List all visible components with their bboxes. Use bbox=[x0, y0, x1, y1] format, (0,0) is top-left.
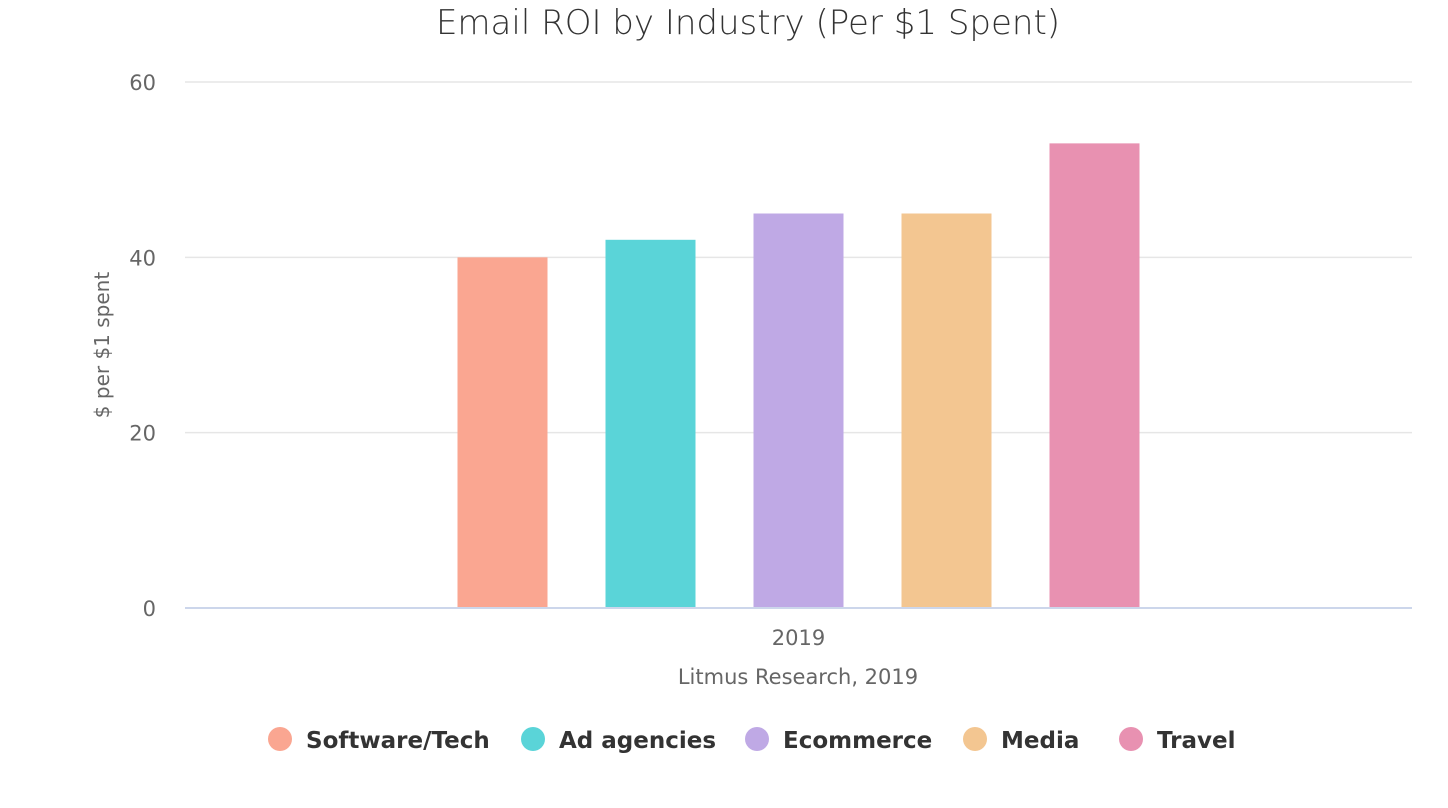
x-tick-label: 2019 bbox=[772, 626, 825, 650]
legend-label: Software/Tech bbox=[306, 728, 490, 754]
legend-item[interactable]: Software/Tech bbox=[268, 727, 490, 754]
legend-marker bbox=[521, 727, 545, 751]
bar-ecommerce[interactable] bbox=[753, 213, 844, 609]
legend-item[interactable]: Ecommerce bbox=[745, 727, 932, 754]
y-axis-ticks: 0 20 40 60 bbox=[129, 71, 156, 621]
y-axis-title: $ per $1 spent bbox=[90, 272, 114, 419]
x-axis-title: Litmus Research, 2019 bbox=[678, 665, 918, 689]
legend-marker bbox=[1119, 727, 1143, 751]
y-tick-label: 40 bbox=[129, 246, 156, 270]
legend-item[interactable]: Media bbox=[963, 727, 1079, 754]
y-tick-label: 0 bbox=[143, 597, 156, 621]
legend-item[interactable]: Ad agencies bbox=[521, 727, 716, 754]
y-tick-label: 60 bbox=[129, 71, 156, 95]
bar-ad-agencies[interactable] bbox=[605, 239, 696, 609]
bar-media[interactable] bbox=[901, 213, 992, 609]
legend-label: Ecommerce bbox=[783, 728, 932, 754]
legend-marker bbox=[963, 727, 987, 751]
chart-title: Email ROI by Industry (Per $1 Spent) bbox=[436, 3, 1060, 43]
bar-travel[interactable] bbox=[1049, 143, 1140, 608]
legend: Software/Tech Ad agencies Ecommerce Media Tr… bbox=[268, 727, 1236, 754]
legend-item[interactable]: Travel bbox=[1119, 727, 1236, 754]
legend-marker bbox=[745, 727, 769, 751]
legend-marker bbox=[268, 727, 292, 751]
legend-label: Media bbox=[1001, 728, 1079, 754]
y-tick-label: 20 bbox=[129, 422, 156, 446]
bars bbox=[457, 143, 1140, 609]
bar-software-tech[interactable] bbox=[457, 257, 548, 608]
legend-label: Ad agencies bbox=[559, 728, 716, 754]
legend-label: Travel bbox=[1157, 728, 1236, 754]
